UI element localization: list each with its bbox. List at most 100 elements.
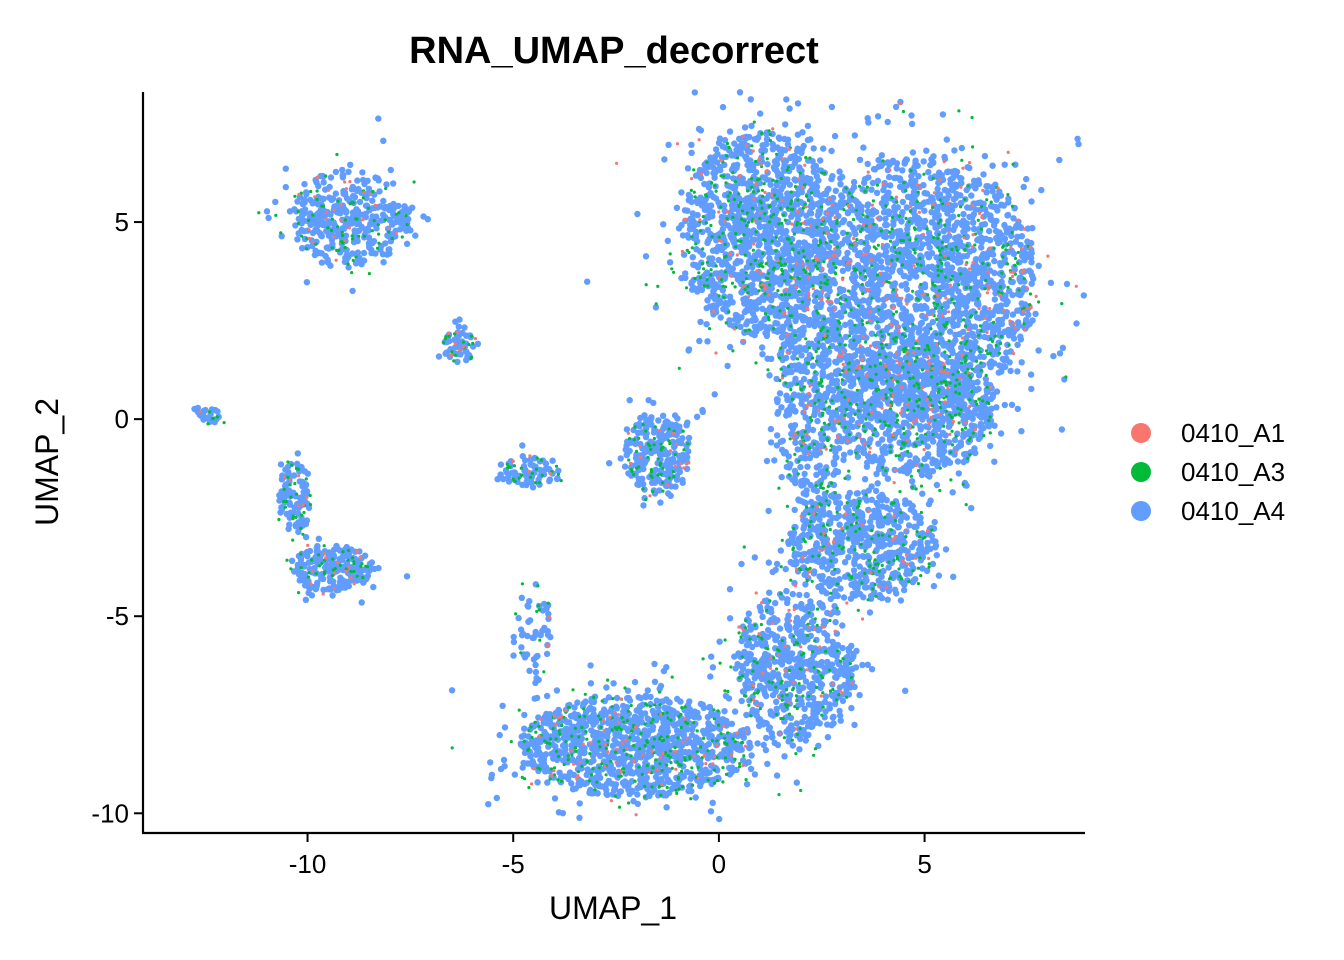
data-point [892, 319, 900, 327]
data-point [777, 224, 784, 232]
data-point [1032, 310, 1039, 318]
data-point [837, 181, 844, 188]
data-point [913, 273, 920, 280]
data-point [901, 322, 908, 329]
data-point [863, 577, 870, 584]
data-point [1029, 224, 1036, 232]
data-point [832, 187, 839, 194]
data-point [881, 443, 889, 450]
data-point [844, 249, 851, 257]
data-point [846, 196, 853, 204]
data-point [791, 176, 798, 183]
data-point [862, 525, 869, 532]
data-point [753, 712, 761, 719]
data-point [888, 233, 895, 240]
data-point [1025, 311, 1032, 318]
data-point [774, 328, 781, 335]
data-point [882, 327, 890, 334]
data-point [989, 309, 996, 317]
data-point [800, 477, 808, 484]
data-point [907, 294, 914, 301]
data-point [801, 705, 808, 712]
data-point [950, 314, 957, 321]
data-point [1015, 319, 1022, 326]
data-point [828, 147, 835, 155]
data-point [793, 303, 800, 311]
data-point [851, 278, 858, 285]
data-point [767, 425, 775, 433]
data-point [886, 506, 894, 513]
data-point [993, 404, 1000, 411]
data-point [791, 506, 798, 514]
data-point [1001, 363, 1009, 371]
data-point [751, 331, 758, 339]
data-point [912, 267, 919, 275]
data-point [804, 136, 812, 144]
data-point [833, 311, 841, 319]
data-point [929, 159, 937, 166]
data-point [939, 419, 946, 426]
data-point [783, 195, 790, 202]
data-point [794, 131, 802, 138]
data-point [919, 490, 926, 497]
data-point [984, 408, 991, 416]
data-point [873, 401, 881, 408]
data-point [736, 89, 744, 96]
data-point [897, 531, 905, 538]
data-point [756, 604, 764, 611]
data-point [956, 297, 963, 304]
data-point [778, 334, 786, 341]
data-point [726, 321, 734, 328]
data-point [875, 515, 882, 523]
data-point [920, 158, 927, 165]
data-point [934, 185, 941, 193]
data-point [788, 368, 795, 376]
data-point [880, 209, 888, 216]
data-point [664, 237, 671, 244]
data-point [906, 265, 913, 272]
data-point [845, 645, 853, 652]
data-point [686, 226, 694, 233]
data-point [798, 697, 805, 704]
data-point [753, 270, 760, 277]
data-point [812, 542, 820, 549]
data-point [772, 217, 780, 224]
data-point [709, 255, 716, 262]
data-point [704, 338, 711, 345]
data-point [1050, 352, 1057, 360]
data-point [763, 331, 770, 338]
data-point [813, 189, 821, 196]
data-point [688, 149, 695, 156]
data-point [799, 281, 806, 289]
data-point [991, 458, 998, 465]
data-point [800, 525, 807, 532]
data-point [692, 233, 700, 241]
data-point [1035, 347, 1042, 354]
data-point [868, 186, 875, 193]
data-point [933, 481, 941, 489]
data-point [996, 229, 1003, 236]
data-point [951, 392, 958, 399]
data-point [836, 576, 843, 583]
data-point [892, 103, 900, 111]
data-point [774, 617, 781, 624]
data-point [736, 174, 743, 181]
data-point [829, 714, 837, 721]
data-point [802, 395, 810, 402]
data-point [945, 218, 952, 225]
data-point [905, 253, 912, 260]
data-point [832, 674, 839, 681]
data-point [785, 318, 792, 325]
data-point [923, 190, 931, 197]
data-point [858, 304, 865, 311]
data-point [835, 393, 843, 401]
data-point [973, 282, 981, 290]
data-point [902, 316, 909, 324]
data-point [814, 417, 821, 425]
data-point [783, 672, 790, 679]
data-point [926, 271, 934, 278]
data-point [694, 264, 702, 271]
data-point [880, 302, 887, 309]
data-point [777, 281, 784, 288]
data-point [908, 112, 915, 119]
